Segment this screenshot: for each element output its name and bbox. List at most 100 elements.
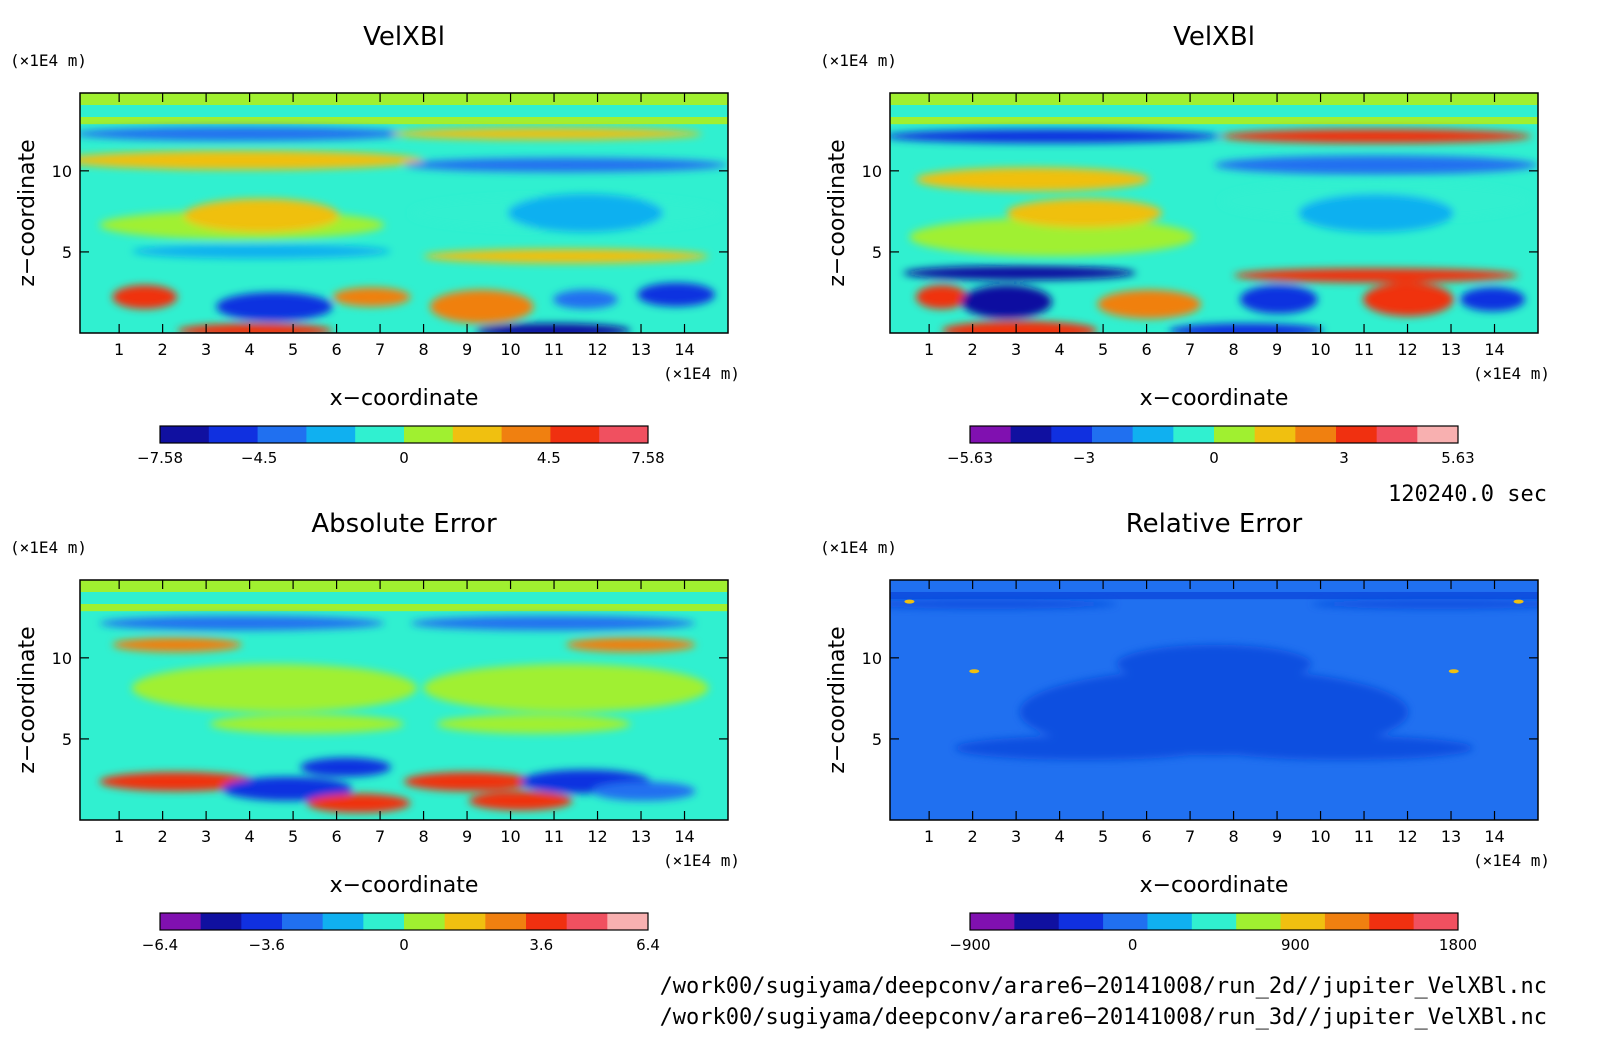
colorbar-frame xyxy=(969,425,1459,444)
colorbar-swatch xyxy=(1336,426,1378,443)
contour-region xyxy=(131,244,392,259)
colorbar-swatch xyxy=(306,426,356,443)
colorbar-label: 0 xyxy=(1209,449,1219,467)
colorbar-label: −4.5 xyxy=(241,449,277,467)
colorbar-swatch xyxy=(363,913,405,930)
y-unit-label: (×1E4 m) xyxy=(10,51,87,70)
x-tick-label: 13 xyxy=(631,340,651,359)
contour-region xyxy=(1214,736,1474,760)
colorbar-swatch xyxy=(1417,426,1459,443)
contour-region xyxy=(404,772,534,792)
contour-region xyxy=(1019,668,1409,756)
colorbar-swatch xyxy=(355,426,405,443)
x-axis-label: x−coordinate xyxy=(330,873,479,898)
x-tick-label: 14 xyxy=(674,827,694,846)
time-label: 120240.0 sec xyxy=(1388,482,1547,507)
colorbar-swatch xyxy=(501,426,551,443)
plot-frame xyxy=(889,579,1539,821)
x-tick-label: 2 xyxy=(158,827,168,846)
field-band xyxy=(890,117,1538,125)
y-tick-label: 5 xyxy=(62,730,72,749)
colorbar-swatch xyxy=(526,913,568,930)
field-band-top xyxy=(80,580,728,592)
contour-region xyxy=(915,167,1150,192)
x-tick-label: 8 xyxy=(418,340,428,359)
colorbar: −7.58 −4.5 0 4.5 7.58 xyxy=(137,425,665,467)
colorbar-swatch xyxy=(1280,913,1326,930)
x-tick-label: 1 xyxy=(114,340,124,359)
y-unit-label: (×1E4 m) xyxy=(10,538,87,557)
contour-region xyxy=(1097,289,1202,319)
contour-region xyxy=(1460,287,1526,312)
contour-region xyxy=(404,157,728,173)
x-tick-label: 5 xyxy=(1098,827,1108,846)
x-unit-label: (×1E4 m) xyxy=(663,851,740,870)
contour-region xyxy=(941,321,1098,333)
colorbar-swatch xyxy=(208,426,259,443)
y-tick-label: 10 xyxy=(862,162,882,181)
colorbar-swatch xyxy=(1214,426,1256,443)
colorbar-swatch xyxy=(160,913,202,930)
x-tick-label: 3 xyxy=(1011,340,1021,359)
y-tick-label: 5 xyxy=(872,243,882,262)
contour-region xyxy=(306,793,411,813)
x-tick-label: 4 xyxy=(1055,340,1065,359)
x-tick-label: 6 xyxy=(1141,340,1151,359)
contour-region xyxy=(553,289,618,309)
contour-region xyxy=(177,323,333,333)
colorbar-label: −900 xyxy=(949,936,990,954)
colorbar-label: 5.63 xyxy=(1441,449,1474,467)
contour-field xyxy=(890,93,1538,333)
x-tick-label: 6 xyxy=(1141,827,1151,846)
contour-region xyxy=(566,637,696,652)
field-band-top xyxy=(890,93,1538,105)
field-band xyxy=(890,592,1538,600)
colorbar-swatch xyxy=(322,913,364,930)
x-tick-label: 4 xyxy=(245,827,255,846)
x-tick-label: 14 xyxy=(674,340,694,359)
colorbar-swatch xyxy=(1014,913,1060,930)
colorbar-swatch xyxy=(550,426,600,443)
x-tick-label: 3 xyxy=(201,827,211,846)
contour-region xyxy=(183,198,340,233)
contour-region xyxy=(300,757,392,777)
colorbar-swatch xyxy=(1103,913,1148,930)
colorbar-swatch xyxy=(404,426,454,443)
x-tick-label: 2 xyxy=(968,827,978,846)
x-tick-label: 7 xyxy=(375,827,385,846)
x-tick-label: 7 xyxy=(1185,827,1195,846)
x-tick-label: 3 xyxy=(201,340,211,359)
colorbar-label: 0 xyxy=(399,449,409,467)
x-unit-label: (×1E4 m) xyxy=(1473,364,1550,383)
contour-region xyxy=(391,127,703,140)
contour-region xyxy=(591,781,696,801)
chart-title: VelXBl xyxy=(1173,22,1255,52)
x-unit-label: (×1E4 m) xyxy=(663,364,740,383)
y-unit-label: (×1E4 m) xyxy=(820,51,897,70)
x-tick-label: 11 xyxy=(1354,340,1374,359)
contour-region xyxy=(1168,323,1325,333)
colorbar-swatch xyxy=(257,426,307,443)
colorbar: −6.4 −3.6 0 3.6 6.4 xyxy=(142,912,660,954)
x-tick-label: 9 xyxy=(462,340,472,359)
contour-region xyxy=(429,289,534,324)
x-tick-label: 12 xyxy=(1397,827,1417,846)
x-tick-label: 12 xyxy=(587,340,607,359)
contour-field xyxy=(890,580,1538,820)
contour-region xyxy=(99,616,385,631)
colorbar-swatch xyxy=(1254,426,1296,443)
colorbar-swatch xyxy=(404,913,446,930)
contour-region xyxy=(468,791,573,811)
colorbar-label: −3 xyxy=(1073,449,1095,467)
colorbar-label: 900 xyxy=(1281,936,1310,954)
x-tick-label: 6 xyxy=(331,827,341,846)
x-tick-label: 10 xyxy=(1310,340,1330,359)
x-tick-label: 4 xyxy=(245,340,255,359)
x-tick-label: 13 xyxy=(631,827,651,846)
contour-region xyxy=(954,736,1214,760)
contour-region xyxy=(1311,599,1538,609)
x-tick-label: 14 xyxy=(1484,827,1504,846)
contour-region xyxy=(1363,282,1454,317)
colorbar-swatch xyxy=(444,913,486,930)
